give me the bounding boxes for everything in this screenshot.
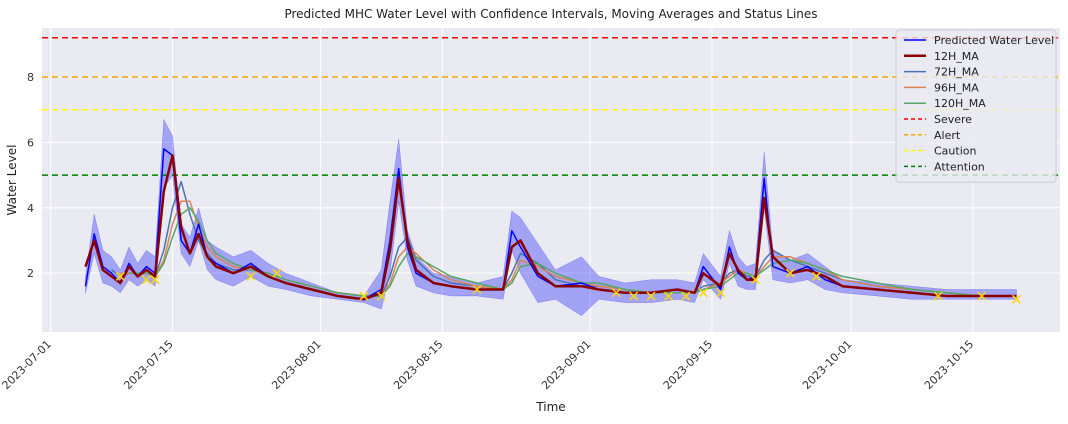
- legend-label: Predicted Water Level: [934, 34, 1054, 47]
- legend-label: Caution: [934, 145, 976, 158]
- chart-title: Predicted MHC Water Level with Confidenc…: [284, 7, 817, 21]
- status-marker: [376, 291, 386, 301]
- legend: Predicted Water Level 12H_MA 72H_MA 96H_MA 1…: [895, 29, 1057, 183]
- series-line-120h-ma: [129, 207, 1017, 297]
- y-axis-label: Water Level: [5, 145, 19, 216]
- legend-label: 96H_MA: [934, 81, 979, 94]
- legend-label: 72H_MA: [934, 66, 979, 79]
- legend-label: Severe: [934, 113, 972, 126]
- status-marker: [611, 288, 621, 298]
- status-marker: [646, 291, 656, 301]
- status-marker: [472, 284, 482, 295]
- plot-area: [42, 28, 1060, 332]
- status-marker: [663, 291, 673, 301]
- status-marker: [1011, 294, 1022, 304]
- legend-label: 12H_MA: [934, 50, 979, 63]
- y-tick-label: 8: [27, 71, 34, 84]
- status-markers: [115, 268, 1022, 304]
- status-marker: [933, 291, 943, 301]
- status-marker: [750, 275, 761, 285]
- status-marker: [716, 288, 726, 298]
- y-tick-label: 6: [27, 136, 34, 149]
- status-marker: [359, 291, 369, 301]
- status-marker: [681, 291, 691, 301]
- status-marker: [150, 275, 160, 285]
- x-axis-label: Time: [535, 400, 565, 414]
- legend-label: 120H_MA: [934, 97, 986, 110]
- status-marker: [629, 291, 639, 301]
- status-marker: [115, 271, 125, 281]
- legend-box: [895, 29, 1057, 183]
- legend-label: Alert: [934, 129, 961, 142]
- status-marker: [785, 268, 795, 278]
- status-marker: [698, 288, 708, 298]
- series-lines: [84, 148, 1017, 301]
- status-marker: [977, 291, 987, 301]
- series-line-12h-ma: [84, 154, 1017, 301]
- y-tick-label: 4: [27, 202, 34, 215]
- legend-label: Attention: [934, 160, 985, 173]
- status-marker: [272, 268, 282, 278]
- status-marker: [246, 271, 256, 281]
- y-tick-labels: 2 4 6 8: [27, 71, 34, 280]
- status-marker: [811, 271, 821, 281]
- status-marker: [141, 275, 151, 285]
- y-tick-label: 2: [27, 267, 34, 280]
